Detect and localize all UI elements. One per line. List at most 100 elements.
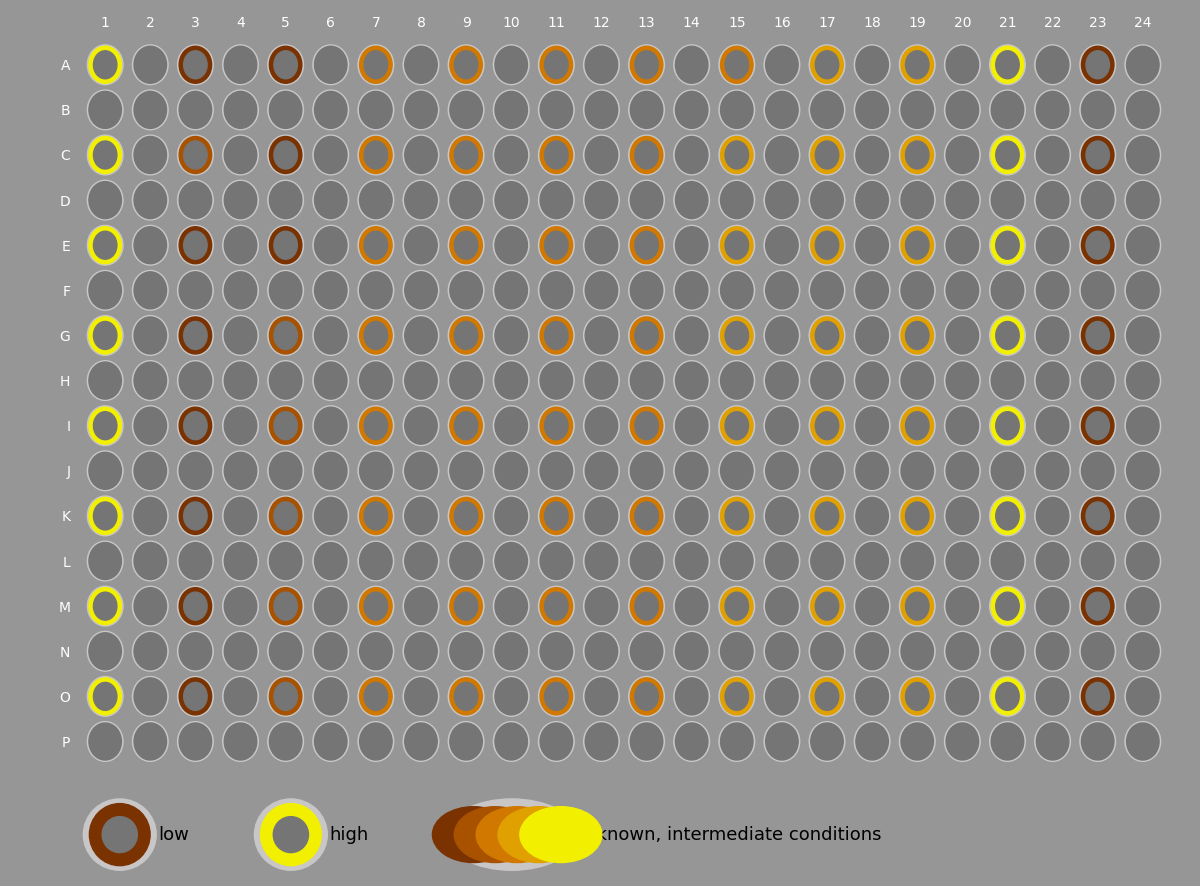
Ellipse shape	[268, 496, 304, 536]
Ellipse shape	[629, 90, 665, 129]
Ellipse shape	[854, 90, 890, 129]
Ellipse shape	[674, 180, 709, 220]
Ellipse shape	[1037, 723, 1069, 760]
Ellipse shape	[269, 678, 302, 715]
Ellipse shape	[539, 90, 574, 129]
Ellipse shape	[720, 542, 754, 579]
Ellipse shape	[1127, 227, 1159, 264]
Ellipse shape	[269, 497, 302, 534]
Ellipse shape	[1081, 587, 1114, 625]
Ellipse shape	[223, 677, 258, 716]
Ellipse shape	[539, 677, 574, 716]
Ellipse shape	[358, 587, 394, 626]
Ellipse shape	[991, 272, 1024, 309]
Ellipse shape	[946, 497, 979, 534]
Ellipse shape	[674, 721, 709, 761]
Ellipse shape	[178, 406, 214, 446]
Ellipse shape	[1037, 272, 1069, 309]
Ellipse shape	[583, 541, 619, 581]
Ellipse shape	[88, 270, 122, 310]
Ellipse shape	[540, 227, 572, 264]
Ellipse shape	[719, 315, 755, 355]
Ellipse shape	[134, 317, 167, 354]
Ellipse shape	[944, 587, 980, 626]
Ellipse shape	[360, 408, 392, 444]
Ellipse shape	[583, 451, 619, 491]
Ellipse shape	[766, 633, 798, 670]
Ellipse shape	[856, 723, 888, 760]
Ellipse shape	[545, 412, 568, 439]
Ellipse shape	[494, 408, 528, 444]
Ellipse shape	[314, 136, 347, 174]
Ellipse shape	[1127, 542, 1159, 579]
Ellipse shape	[539, 541, 574, 581]
Ellipse shape	[1086, 141, 1110, 169]
Ellipse shape	[268, 315, 304, 355]
Ellipse shape	[946, 136, 979, 174]
Ellipse shape	[1126, 541, 1160, 581]
Ellipse shape	[494, 587, 528, 625]
Ellipse shape	[946, 633, 979, 670]
Ellipse shape	[89, 633, 121, 670]
Ellipse shape	[1126, 451, 1160, 491]
Ellipse shape	[178, 315, 214, 355]
Ellipse shape	[1037, 46, 1069, 83]
Ellipse shape	[539, 315, 574, 355]
Ellipse shape	[944, 496, 980, 536]
Ellipse shape	[719, 270, 755, 310]
Ellipse shape	[268, 541, 304, 581]
Ellipse shape	[476, 806, 558, 863]
Ellipse shape	[676, 542, 708, 579]
Ellipse shape	[224, 678, 257, 715]
Ellipse shape	[88, 541, 122, 581]
Ellipse shape	[944, 315, 980, 355]
Ellipse shape	[674, 361, 709, 400]
Ellipse shape	[764, 721, 799, 761]
Ellipse shape	[583, 361, 619, 400]
Ellipse shape	[314, 91, 347, 128]
Ellipse shape	[1081, 46, 1114, 83]
Ellipse shape	[360, 453, 392, 489]
Ellipse shape	[811, 723, 844, 760]
Ellipse shape	[766, 453, 798, 489]
Ellipse shape	[224, 227, 257, 264]
Ellipse shape	[583, 90, 619, 129]
Ellipse shape	[494, 362, 528, 399]
Ellipse shape	[944, 677, 980, 716]
Ellipse shape	[630, 633, 662, 670]
Ellipse shape	[630, 497, 662, 534]
Ellipse shape	[1037, 678, 1069, 715]
Ellipse shape	[583, 721, 619, 761]
Ellipse shape	[269, 91, 302, 128]
Ellipse shape	[630, 587, 662, 625]
Ellipse shape	[720, 587, 754, 625]
Ellipse shape	[224, 633, 257, 670]
Ellipse shape	[901, 453, 934, 489]
Ellipse shape	[314, 633, 347, 670]
Ellipse shape	[493, 406, 529, 446]
Ellipse shape	[268, 632, 304, 671]
Ellipse shape	[455, 141, 478, 169]
Ellipse shape	[449, 451, 484, 491]
Ellipse shape	[94, 592, 116, 620]
Ellipse shape	[132, 361, 168, 400]
Ellipse shape	[223, 225, 258, 265]
Ellipse shape	[360, 633, 392, 670]
Ellipse shape	[360, 317, 392, 354]
Ellipse shape	[674, 136, 709, 175]
Ellipse shape	[991, 362, 1024, 399]
Ellipse shape	[178, 90, 214, 129]
Ellipse shape	[996, 51, 1019, 79]
Ellipse shape	[132, 496, 168, 536]
Ellipse shape	[811, 91, 844, 128]
Ellipse shape	[583, 406, 619, 446]
Ellipse shape	[314, 723, 347, 760]
Ellipse shape	[360, 362, 392, 399]
Ellipse shape	[815, 231, 839, 260]
Ellipse shape	[854, 632, 890, 671]
Ellipse shape	[630, 408, 662, 444]
Ellipse shape	[88, 225, 122, 265]
Ellipse shape	[224, 91, 257, 128]
Ellipse shape	[493, 136, 529, 175]
Ellipse shape	[856, 678, 888, 715]
